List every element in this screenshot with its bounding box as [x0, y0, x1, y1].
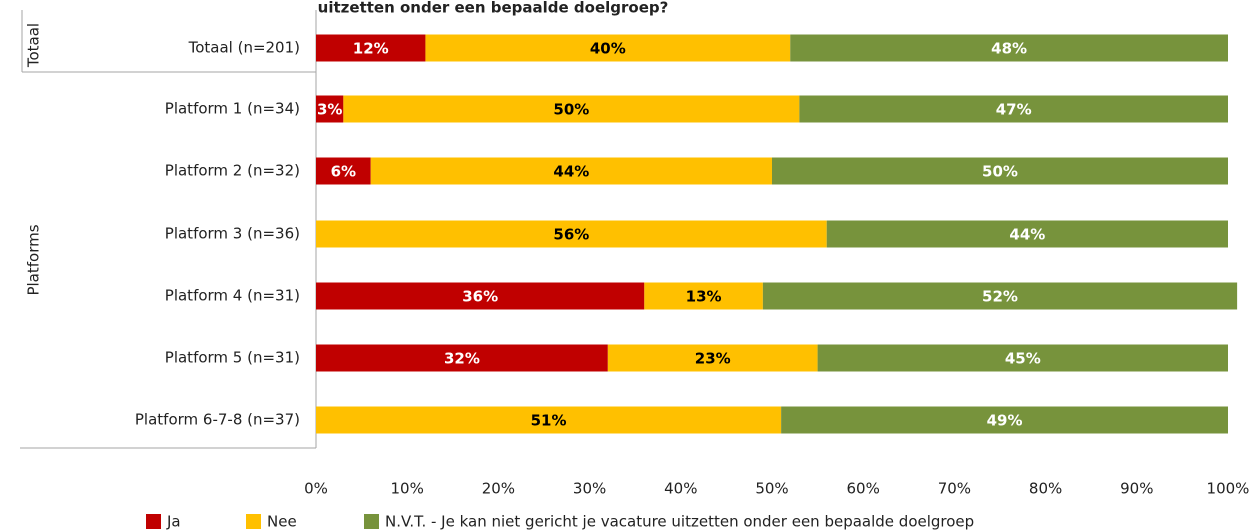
bar-segment	[781, 406, 1228, 434]
x-tick-label: 0%	[304, 480, 328, 498]
bar-segment	[316, 34, 426, 62]
x-tick-label: 90%	[1120, 480, 1153, 498]
bar-segment	[316, 344, 608, 372]
bar-segment	[607, 344, 818, 372]
legend-swatch	[364, 514, 379, 529]
bar-segment	[343, 95, 800, 123]
bar-segment	[316, 95, 344, 123]
x-tick-label: 50%	[755, 480, 788, 498]
data-label: 47%	[996, 101, 1032, 119]
y-tick-label: Platform 6-7-8 (n=37)	[135, 411, 300, 429]
y-tick-label: Platform 2 (n=32)	[165, 162, 300, 180]
data-label: 49%	[987, 412, 1023, 430]
bar-segment	[762, 282, 1238, 310]
data-label: 50%	[553, 101, 589, 119]
data-label: 13%	[686, 288, 722, 306]
data-label: 23%	[695, 350, 731, 368]
y-tick-label: Platform 4 (n=31)	[165, 287, 300, 305]
data-label: 40%	[590, 40, 626, 58]
legend-label: Ja	[166, 513, 181, 531]
bar-segment	[826, 220, 1228, 248]
data-label: 56%	[553, 226, 589, 244]
x-tick-label: 20%	[482, 480, 515, 498]
x-tick-label: 10%	[391, 480, 424, 498]
bar-segment	[817, 344, 1228, 372]
data-label: 48%	[991, 40, 1027, 58]
group-label: Totaal	[25, 23, 43, 68]
data-label: 32%	[444, 350, 480, 368]
x-tick-label: 40%	[664, 480, 697, 498]
bar-segment	[644, 282, 763, 310]
y-tick-label: Platform 3 (n=36)	[165, 225, 300, 243]
y-tick-label: Platform 1 (n=34)	[165, 100, 300, 118]
bar-segment	[772, 157, 1228, 185]
data-label: 3%	[317, 101, 342, 119]
data-label: 36%	[462, 288, 498, 306]
group-label: Platforms	[25, 224, 43, 295]
bar-segment	[316, 282, 645, 310]
data-label: 44%	[1009, 226, 1045, 244]
y-tick-label: Platform 5 (n=31)	[165, 349, 300, 367]
x-tick-label: 60%	[847, 480, 880, 498]
bar-segment	[316, 220, 827, 248]
x-tick-label: 80%	[1029, 480, 1062, 498]
y-tick-label: Totaal (n=201)	[188, 39, 300, 57]
x-tick-label: 70%	[938, 480, 971, 498]
bar-segment	[790, 34, 1228, 62]
data-label: 51%	[531, 412, 567, 430]
bar-segment	[316, 406, 782, 434]
chart-title: uitzetten onder een bepaalde doelgroep?	[318, 0, 669, 17]
legend-label: Nee	[267, 513, 297, 531]
bar-segment	[425, 34, 791, 62]
legend-swatch	[246, 514, 261, 529]
data-label: 45%	[1005, 350, 1041, 368]
x-tick-label: 30%	[573, 480, 606, 498]
data-label: 6%	[331, 163, 356, 181]
bar-segment	[316, 157, 371, 185]
data-label: 50%	[982, 163, 1018, 181]
x-tick-label: 100%	[1207, 480, 1250, 498]
data-label: 52%	[982, 288, 1018, 306]
legend-label: N.V.T. - Je kan niet gericht je vacature…	[385, 513, 974, 531]
legend-swatch	[146, 514, 161, 529]
bar-segment	[370, 157, 772, 185]
data-label: 44%	[553, 163, 589, 181]
data-label: 12%	[353, 40, 389, 58]
bar-segment	[799, 95, 1228, 123]
